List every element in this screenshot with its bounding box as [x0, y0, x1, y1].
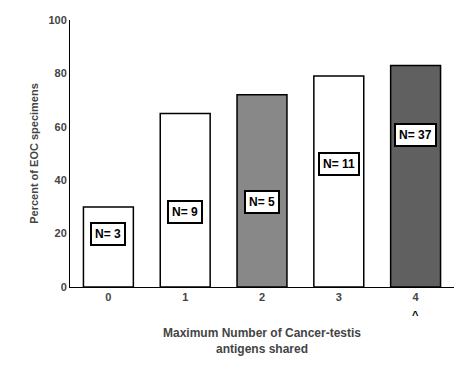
- svg-text:N= 3: N= 3: [95, 227, 121, 241]
- svg-text:4: 4: [413, 291, 420, 303]
- svg-text:Maximum Number of Cancer-testi: Maximum Number of Cancer-testisantigens …: [163, 326, 361, 356]
- svg-text:N= 11: N= 11: [323, 157, 355, 171]
- svg-text:40: 40: [55, 174, 67, 186]
- svg-text:2: 2: [259, 291, 265, 303]
- svg-text:1: 1: [182, 291, 188, 303]
- svg-text:80: 80: [55, 67, 67, 79]
- svg-text:0: 0: [105, 291, 111, 303]
- svg-text:N= 9: N= 9: [172, 205, 198, 219]
- svg-text:100: 100: [48, 14, 66, 26]
- svg-text:60: 60: [55, 121, 67, 133]
- svg-text:3: 3: [336, 291, 342, 303]
- svg-text:N= 5: N= 5: [249, 195, 275, 209]
- svg-text:20: 20: [55, 227, 67, 239]
- svg-text:Percent of EOC specimens: Percent of EOC specimens: [28, 83, 40, 224]
- svg-text:0: 0: [61, 281, 67, 293]
- svg-text:N= 37: N= 37: [399, 128, 432, 142]
- svg-text:^: ^: [412, 309, 419, 321]
